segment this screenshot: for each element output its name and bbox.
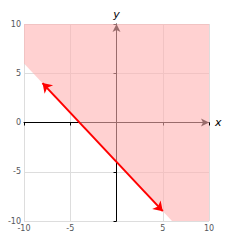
- svg-text:5: 5: [16, 69, 21, 78]
- svg-text:0: 0: [16, 118, 21, 127]
- svg-text:5: 5: [160, 224, 165, 233]
- svg-text:x: x: [214, 116, 222, 129]
- svg-text:10: 10: [204, 224, 214, 233]
- svg-text:-10: -10: [17, 224, 30, 233]
- svg-text:y: y: [112, 8, 120, 21]
- svg-text:-5: -5: [13, 167, 21, 176]
- svg-text:-5: -5: [66, 224, 74, 233]
- svg-text:-10: -10: [7, 216, 21, 226]
- svg-text:10: 10: [11, 20, 21, 29]
